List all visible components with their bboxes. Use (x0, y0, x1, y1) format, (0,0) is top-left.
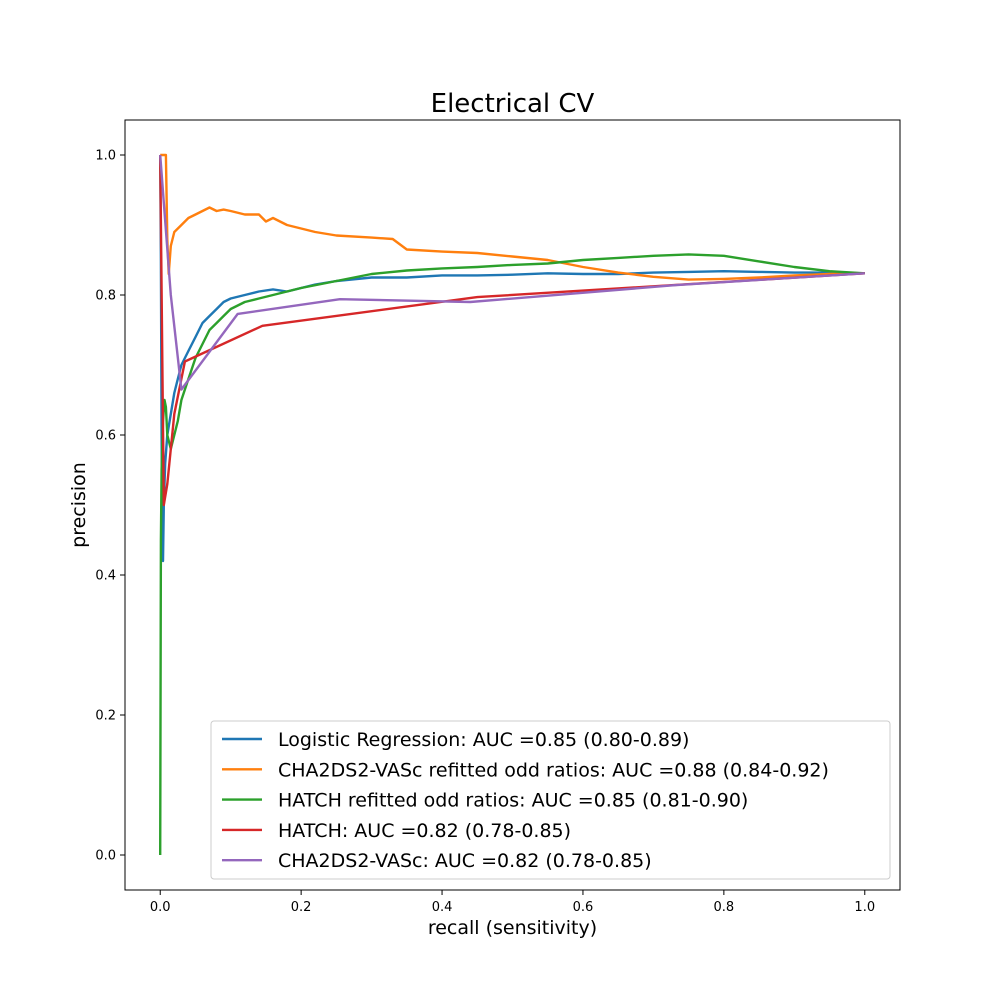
y-tick-label: 0.6 (95, 429, 116, 444)
legend-label-4: HATCH: AUC =0.82 (0.78-0.85) (278, 820, 571, 842)
x-tick-label: 0.0 (150, 900, 171, 915)
legend-label-3: HATCH refitted odd ratios: AUC =0.85 (0.… (278, 790, 748, 812)
series-layer (158, 153, 865, 856)
x-tick-label: 1.0 (854, 900, 875, 915)
series-line-3 (158, 253, 865, 856)
series-line-5 (159, 154, 865, 391)
x-tick-label: 0.6 (573, 900, 594, 915)
y-tick-label: 0.0 (95, 849, 116, 864)
x-axis-label: recall (sensitivity) (428, 917, 597, 939)
legend: Logistic Regression: AUC =0.85 (0.80-0.8… (210, 720, 891, 880)
x-tick-label: 0.8 (714, 900, 735, 915)
y-tick-label: 0.8 (95, 289, 116, 304)
series-line-2 (160, 153, 865, 281)
y-axis-ticks: 0.0 0.2 0.4 0.6 0.8 1.0 (95, 149, 125, 864)
x-axis-ticks: 0.0 0.2 0.4 0.6 0.8 1.0 (150, 890, 875, 915)
legend-label-5: CHA2DS2-VASc: AUC =0.82 (0.78-0.85) (278, 850, 652, 872)
legend-box (210, 720, 891, 880)
y-tick-label: 0.4 (95, 569, 116, 584)
legend-label-1: Logistic Regression: AUC =0.85 (0.80-0.8… (278, 729, 689, 751)
x-tick-label: 0.4 (432, 900, 453, 915)
legend-label-2: CHA2DS2-VASc refitted odd ratios: AUC =0… (278, 759, 829, 781)
y-tick-label: 1.0 (95, 149, 116, 164)
plot-frame (124, 119, 901, 891)
y-axis-label: precision (68, 462, 90, 548)
y-tick-label: 0.2 (95, 709, 116, 724)
chart-title: Electrical CV (431, 89, 595, 119)
x-tick-label: 0.2 (291, 900, 312, 915)
